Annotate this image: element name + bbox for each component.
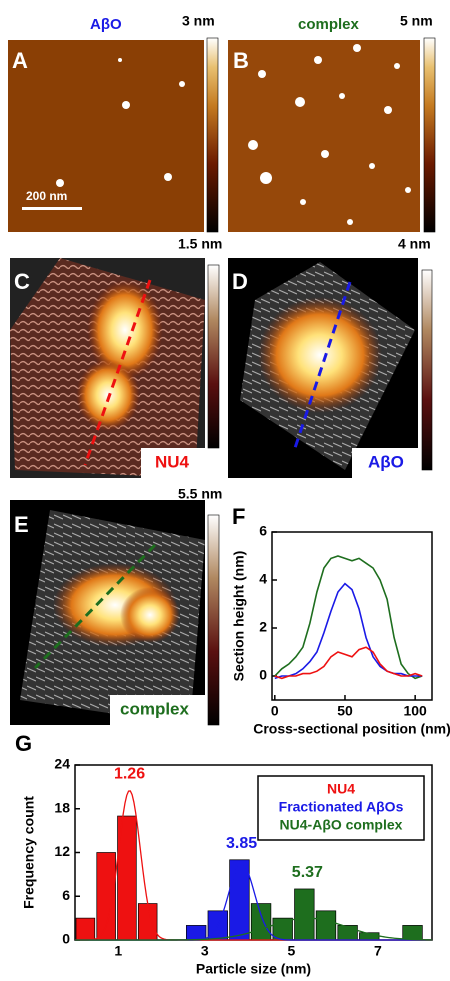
peak-label: 1.26 (114, 766, 145, 783)
shape (118, 58, 122, 62)
scale-bar (22, 207, 82, 210)
y-tick-label: 2 (259, 619, 267, 635)
y-tick-label: 24 (54, 756, 70, 772)
panel-label: E (14, 512, 29, 537)
colorbar-max: 3 nm (182, 13, 215, 29)
panel-label: B (233, 48, 249, 73)
y-axis-label: Section height (nm) (231, 551, 247, 682)
colorbar-max: 5.5 nm (178, 486, 222, 502)
y-tick-label: 6 (259, 523, 267, 539)
legend-entry: NU4 (327, 781, 355, 797)
tag: complex (120, 699, 190, 718)
shape (122, 101, 130, 109)
series-line (275, 556, 422, 678)
peak-label: 5.37 (292, 864, 323, 881)
panel-label: A (12, 48, 28, 73)
shape (339, 93, 345, 99)
y-tick-label: 12 (54, 843, 70, 859)
x-tick-label: 0 (271, 703, 279, 719)
plot-frame (272, 532, 432, 700)
colorbar (208, 265, 219, 448)
histogram-bar (186, 925, 206, 940)
shape (394, 63, 400, 69)
feature (76, 359, 140, 431)
colorbar (422, 270, 432, 470)
shape (164, 173, 172, 181)
colorbar (424, 38, 435, 232)
x-tick-label: 3 (201, 943, 209, 959)
shape (405, 187, 411, 193)
shape (384, 106, 392, 114)
colorbar (207, 38, 218, 232)
tag: AβO (368, 452, 404, 471)
y-tick-label: 0 (259, 667, 267, 683)
y-tick-label: 18 (54, 799, 70, 815)
y-axis-label: Frequency count (21, 796, 37, 909)
feature (120, 587, 180, 643)
y-tick-label: 4 (259, 571, 267, 587)
histogram-bar (295, 889, 315, 940)
figure: AβO A 200 nm 3 nm complex B 5 nm NU4 C 1… (0, 0, 450, 981)
peak-label: 3.85 (226, 835, 257, 852)
x-tick-label: 5 (287, 943, 295, 959)
shape (300, 199, 306, 205)
panel-label: C (14, 269, 30, 294)
x-tick-label: 100 (403, 703, 427, 719)
feature (258, 297, 382, 413)
histogram-bar (273, 918, 293, 940)
shape (369, 163, 375, 169)
y-tick-label: 0 (62, 931, 70, 947)
afm-image (228, 40, 420, 232)
x-tick-label: 7 (374, 943, 382, 959)
panel-label: F (232, 504, 245, 529)
y-tick-label: 6 (62, 887, 70, 903)
shape (321, 150, 329, 158)
shape (56, 179, 64, 187)
x-axis-label: Particle size (nm) (196, 961, 311, 977)
shape (353, 44, 361, 52)
scale-bar-label: 200 nm (26, 189, 67, 203)
legend-entry: Fractionated AβOs (279, 799, 404, 815)
x-tick-label: 50 (337, 703, 353, 719)
histogram-bar (76, 918, 95, 940)
panel-label: G (15, 731, 32, 756)
shape (179, 81, 185, 87)
colorbar (208, 515, 219, 725)
shape (314, 56, 322, 64)
shape (295, 97, 305, 107)
tag: NU4 (155, 452, 190, 471)
panel-title: complex (298, 16, 360, 33)
colorbar-max: 4 nm (398, 236, 431, 252)
afm-image (8, 40, 204, 232)
histogram-bar (251, 904, 271, 940)
legend-entry: NU4-AβO complex (280, 817, 403, 833)
histogram-bar (403, 925, 423, 940)
shape (248, 140, 258, 150)
shape (260, 172, 272, 184)
histogram-bar (138, 904, 157, 940)
histogram-bar (316, 911, 336, 940)
x-tick-label: 1 (114, 943, 122, 959)
panel-label: D (232, 269, 248, 294)
histogram-bar (230, 860, 250, 940)
panel-title: AβO (90, 16, 122, 33)
colorbar-max: 5 nm (400, 13, 433, 29)
x-axis-label: Cross-sectional position (nm) (253, 721, 450, 737)
shape (347, 219, 353, 225)
shape (258, 70, 266, 78)
series-line (275, 584, 422, 679)
colorbar-max: 1.5 nm (178, 236, 222, 252)
